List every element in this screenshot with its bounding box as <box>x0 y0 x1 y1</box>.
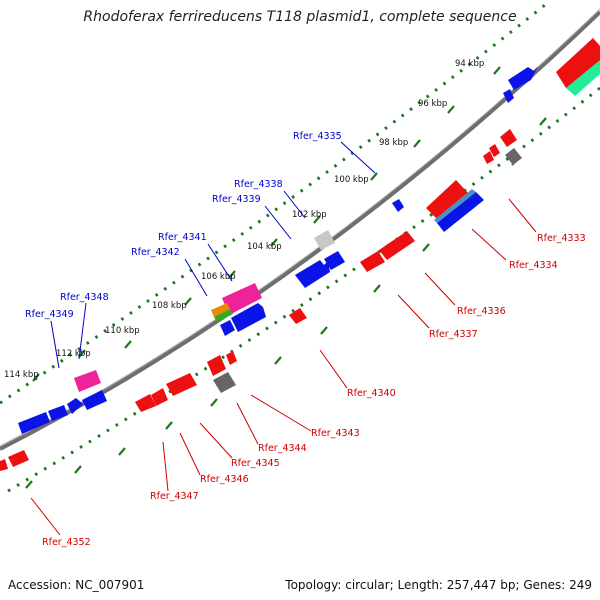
gene-label-rfer-4338[interactable]: Rfer_4338 <box>234 179 283 190</box>
gene-label-rfer-4352[interactable]: Rfer_4352 <box>42 537 91 548</box>
gene-label-rfer-4343[interactable]: Rfer_4343 <box>311 428 360 439</box>
gene-label-rfer-4340[interactable]: Rfer_4340 <box>347 388 396 399</box>
gene-arrow[interactable] <box>18 412 50 434</box>
scale-label-96kbp: 96 kbp <box>418 99 447 109</box>
forward-labels: Rfer_4335 Rfer_4338 Rfer_4339 Rfer_4341 … <box>25 131 342 320</box>
gene-arrow[interactable] <box>151 388 168 406</box>
map-title: Rhodoferax ferrireducens T118 plasmid1, … <box>83 9 517 25</box>
gene-arrow[interactable] <box>437 192 484 232</box>
inner-tick-ring <box>7 86 600 493</box>
gene-arrow[interactable] <box>74 370 101 392</box>
scale-label-114kbp: 114 kbp <box>4 370 39 380</box>
gene-label-rfer-4333[interactable]: Rfer_4333 <box>537 233 586 244</box>
gene-arrow[interactable] <box>566 60 600 96</box>
scale-label-112kbp: 112 kbp <box>56 349 91 359</box>
gene-arrow[interactable] <box>166 373 197 396</box>
gene-label-rfer-4346[interactable]: Rfer_4346 <box>200 474 249 485</box>
gene-arrow[interactable] <box>220 320 235 336</box>
gene-arrow[interactable] <box>231 303 266 332</box>
gene-label-rfer-4337[interactable]: Rfer_4337 <box>429 329 478 340</box>
label-connectors <box>30 141 537 536</box>
gene-arrow[interactable] <box>489 144 500 157</box>
gene-arrow[interactable] <box>426 180 468 220</box>
gene-arrow[interactable] <box>82 390 107 410</box>
scale-label-94kbp: 94 kbp <box>455 59 484 69</box>
gene-label-rfer-4334[interactable]: Rfer_4334 <box>509 260 558 271</box>
scale-label-100kbp: 100 kbp <box>334 175 369 185</box>
topology-text: Topology: circular; Length: 257,447 bp; … <box>285 578 592 592</box>
gene-arrow[interactable] <box>324 251 345 270</box>
gene-arrow[interactable] <box>207 355 226 376</box>
gene-arrow[interactable] <box>379 231 415 260</box>
gene-label-rfer-4347[interactable]: Rfer_4347 <box>150 491 199 502</box>
scale-label-102kbp: 102 kbp <box>292 210 327 220</box>
scale-label-110kbp: 110 kbp <box>105 326 140 336</box>
gene-arrow[interactable] <box>556 38 600 88</box>
gene-label-rfer-4348[interactable]: Rfer_4348 <box>60 292 109 303</box>
reverse-labels: Rfer_4333 Rfer_4334 Rfer_4336 Rfer_4337 … <box>42 233 586 548</box>
gene-label-rfer-4349[interactable]: Rfer_4349 <box>25 309 74 320</box>
gene-arrow[interactable] <box>67 398 83 414</box>
gene-label-rfer-4336[interactable]: Rfer_4336 <box>457 306 506 317</box>
scale-label-108kbp: 108 kbp <box>152 301 187 311</box>
gene-arrow[interactable] <box>483 151 494 164</box>
gene-label-rfer-4344[interactable]: Rfer_4344 <box>258 443 307 454</box>
gene-arrow[interactable] <box>8 450 29 467</box>
gene-arrow[interactable] <box>295 260 330 288</box>
gene-arrow[interactable] <box>500 129 517 147</box>
gene-arrow[interactable] <box>0 459 8 471</box>
gene-arrow[interactable] <box>213 372 236 393</box>
gene-arrow[interactable] <box>214 309 233 322</box>
gene-label-rfer-4345[interactable]: Rfer_4345 <box>231 458 280 469</box>
gene-arrow[interactable] <box>508 66 538 90</box>
gene-arrow[interactable] <box>226 351 237 365</box>
gene-arrow[interactable] <box>503 89 514 103</box>
forward-strand-genes <box>18 66 538 434</box>
reverse-strand-genes <box>0 38 600 471</box>
gene-label-rfer-4335[interactable]: Rfer_4335 <box>293 131 342 142</box>
gene-label-rfer-4341[interactable]: Rfer_4341 <box>158 232 207 243</box>
gene-arrow[interactable] <box>360 251 385 272</box>
gene-arrow[interactable] <box>135 394 156 412</box>
gene-arrow[interactable] <box>48 405 68 421</box>
gene-arrow[interactable] <box>392 199 404 212</box>
gene-label-rfer-4339[interactable]: Rfer_4339 <box>212 194 261 205</box>
accession-text: Accession: NC_007901 <box>8 578 145 592</box>
gene-arrow[interactable] <box>222 283 262 315</box>
gene-arrow[interactable] <box>211 303 230 317</box>
scale-label-106kbp: 106 kbp <box>201 272 236 282</box>
scale-label-98kbp: 98 kbp <box>379 138 408 148</box>
gene-arrow[interactable] <box>314 230 335 250</box>
gene-arrow[interactable] <box>289 308 307 324</box>
gene-label-rfer-4342[interactable]: Rfer_4342 <box>131 247 180 258</box>
gene-arrow[interactable] <box>505 148 522 165</box>
gene-arrow[interactable] <box>434 189 476 223</box>
scale-label-104kbp: 104 kbp <box>247 242 282 252</box>
